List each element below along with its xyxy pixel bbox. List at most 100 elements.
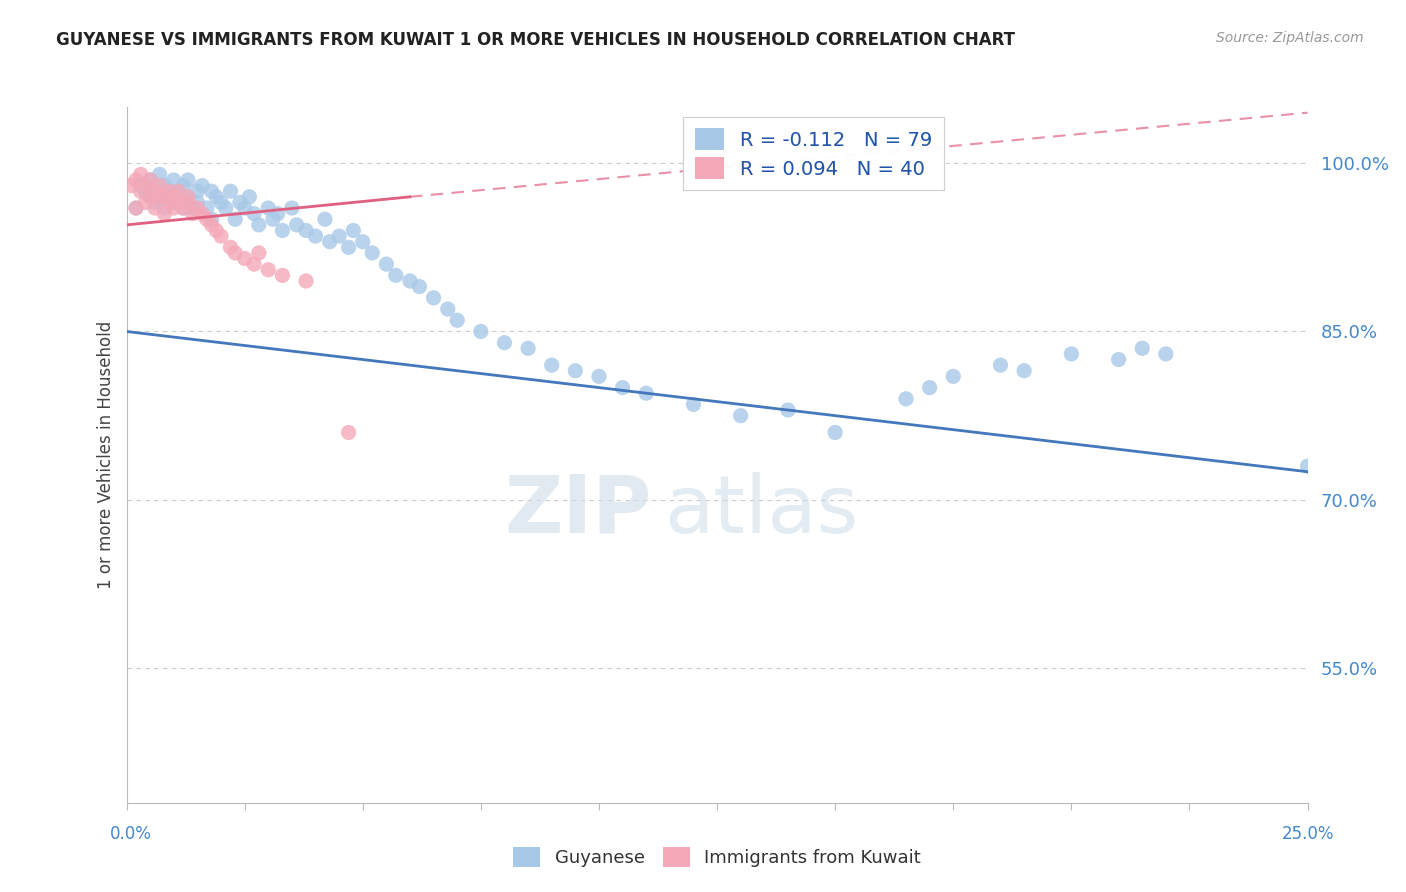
Point bbox=[328, 229, 350, 244]
Point bbox=[352, 235, 374, 249]
Point bbox=[682, 397, 704, 411]
Point bbox=[205, 223, 228, 237]
Point bbox=[233, 252, 256, 266]
Point bbox=[337, 240, 360, 254]
Point bbox=[149, 167, 172, 181]
Point bbox=[318, 235, 340, 249]
Point bbox=[1060, 347, 1083, 361]
Point bbox=[271, 268, 294, 283]
Point bbox=[295, 223, 318, 237]
Point bbox=[233, 201, 256, 215]
Point bbox=[143, 195, 166, 210]
Text: atlas: atlas bbox=[664, 472, 858, 549]
Point bbox=[314, 212, 336, 227]
Point bbox=[285, 218, 308, 232]
Point bbox=[143, 184, 166, 198]
Point bbox=[125, 201, 148, 215]
Point bbox=[257, 201, 280, 215]
Point bbox=[167, 184, 190, 198]
Point bbox=[149, 178, 172, 193]
Point bbox=[281, 201, 304, 215]
Point bbox=[177, 195, 200, 210]
Point bbox=[824, 425, 846, 440]
Point bbox=[120, 178, 142, 193]
Point bbox=[153, 201, 176, 215]
Text: Source: ZipAtlas.com: Source: ZipAtlas.com bbox=[1216, 31, 1364, 45]
Point bbox=[172, 178, 194, 193]
Point bbox=[408, 279, 430, 293]
Point bbox=[177, 173, 200, 187]
Point bbox=[436, 301, 458, 316]
Point bbox=[163, 195, 186, 210]
Point bbox=[195, 201, 218, 215]
Point bbox=[157, 190, 180, 204]
Point bbox=[200, 184, 222, 198]
Point bbox=[564, 364, 586, 378]
Point bbox=[200, 218, 222, 232]
Point bbox=[186, 195, 208, 210]
Point bbox=[139, 173, 162, 187]
Point bbox=[186, 201, 208, 215]
Point bbox=[229, 195, 252, 210]
Point bbox=[257, 262, 280, 277]
Point bbox=[1012, 364, 1035, 378]
Point bbox=[186, 184, 208, 198]
Point bbox=[224, 212, 246, 227]
Point bbox=[295, 274, 318, 288]
Point bbox=[238, 190, 260, 204]
Point bbox=[247, 246, 270, 260]
Text: ZIP: ZIP bbox=[505, 472, 652, 549]
Point bbox=[172, 201, 194, 215]
Point bbox=[918, 381, 941, 395]
Point bbox=[375, 257, 398, 271]
Point bbox=[163, 173, 186, 187]
Text: GUYANESE VS IMMIGRANTS FROM KUWAIT 1 OR MORE VEHICLES IN HOUSEHOLD CORRELATION C: GUYANESE VS IMMIGRANTS FROM KUWAIT 1 OR … bbox=[56, 31, 1015, 49]
Point bbox=[209, 195, 232, 210]
Point bbox=[191, 178, 214, 193]
Point bbox=[588, 369, 610, 384]
Point bbox=[267, 207, 290, 221]
Point bbox=[304, 229, 326, 244]
Point bbox=[262, 212, 284, 227]
Point bbox=[730, 409, 752, 423]
Point bbox=[422, 291, 444, 305]
Point bbox=[205, 190, 228, 204]
Point bbox=[149, 184, 172, 198]
Y-axis label: 1 or more Vehicles in Household: 1 or more Vehicles in Household bbox=[97, 321, 115, 589]
Point bbox=[134, 184, 156, 198]
Point bbox=[342, 223, 364, 237]
Point bbox=[247, 218, 270, 232]
Point bbox=[153, 190, 176, 204]
Point bbox=[181, 207, 204, 221]
Point bbox=[470, 325, 492, 339]
Point bbox=[200, 212, 222, 227]
Point bbox=[167, 195, 190, 210]
Point bbox=[894, 392, 917, 406]
Point bbox=[219, 240, 242, 254]
Point bbox=[143, 201, 166, 215]
Point bbox=[172, 201, 194, 215]
Point bbox=[157, 195, 180, 210]
Point bbox=[612, 381, 634, 395]
Point bbox=[163, 201, 186, 215]
Point bbox=[1296, 459, 1319, 474]
Point bbox=[385, 268, 408, 283]
Point bbox=[1108, 352, 1130, 367]
Point bbox=[399, 274, 422, 288]
Point bbox=[219, 184, 242, 198]
Point bbox=[149, 190, 172, 204]
Point bbox=[139, 190, 162, 204]
Point bbox=[153, 178, 176, 193]
Point bbox=[139, 190, 162, 204]
Point bbox=[134, 178, 156, 193]
Point bbox=[494, 335, 516, 350]
Point bbox=[125, 173, 148, 187]
Point bbox=[243, 257, 266, 271]
Point bbox=[177, 190, 200, 204]
Point bbox=[361, 246, 384, 260]
Point bbox=[129, 184, 152, 198]
Point bbox=[271, 223, 294, 237]
Point bbox=[181, 201, 204, 215]
Point bbox=[129, 167, 152, 181]
Point bbox=[215, 201, 238, 215]
